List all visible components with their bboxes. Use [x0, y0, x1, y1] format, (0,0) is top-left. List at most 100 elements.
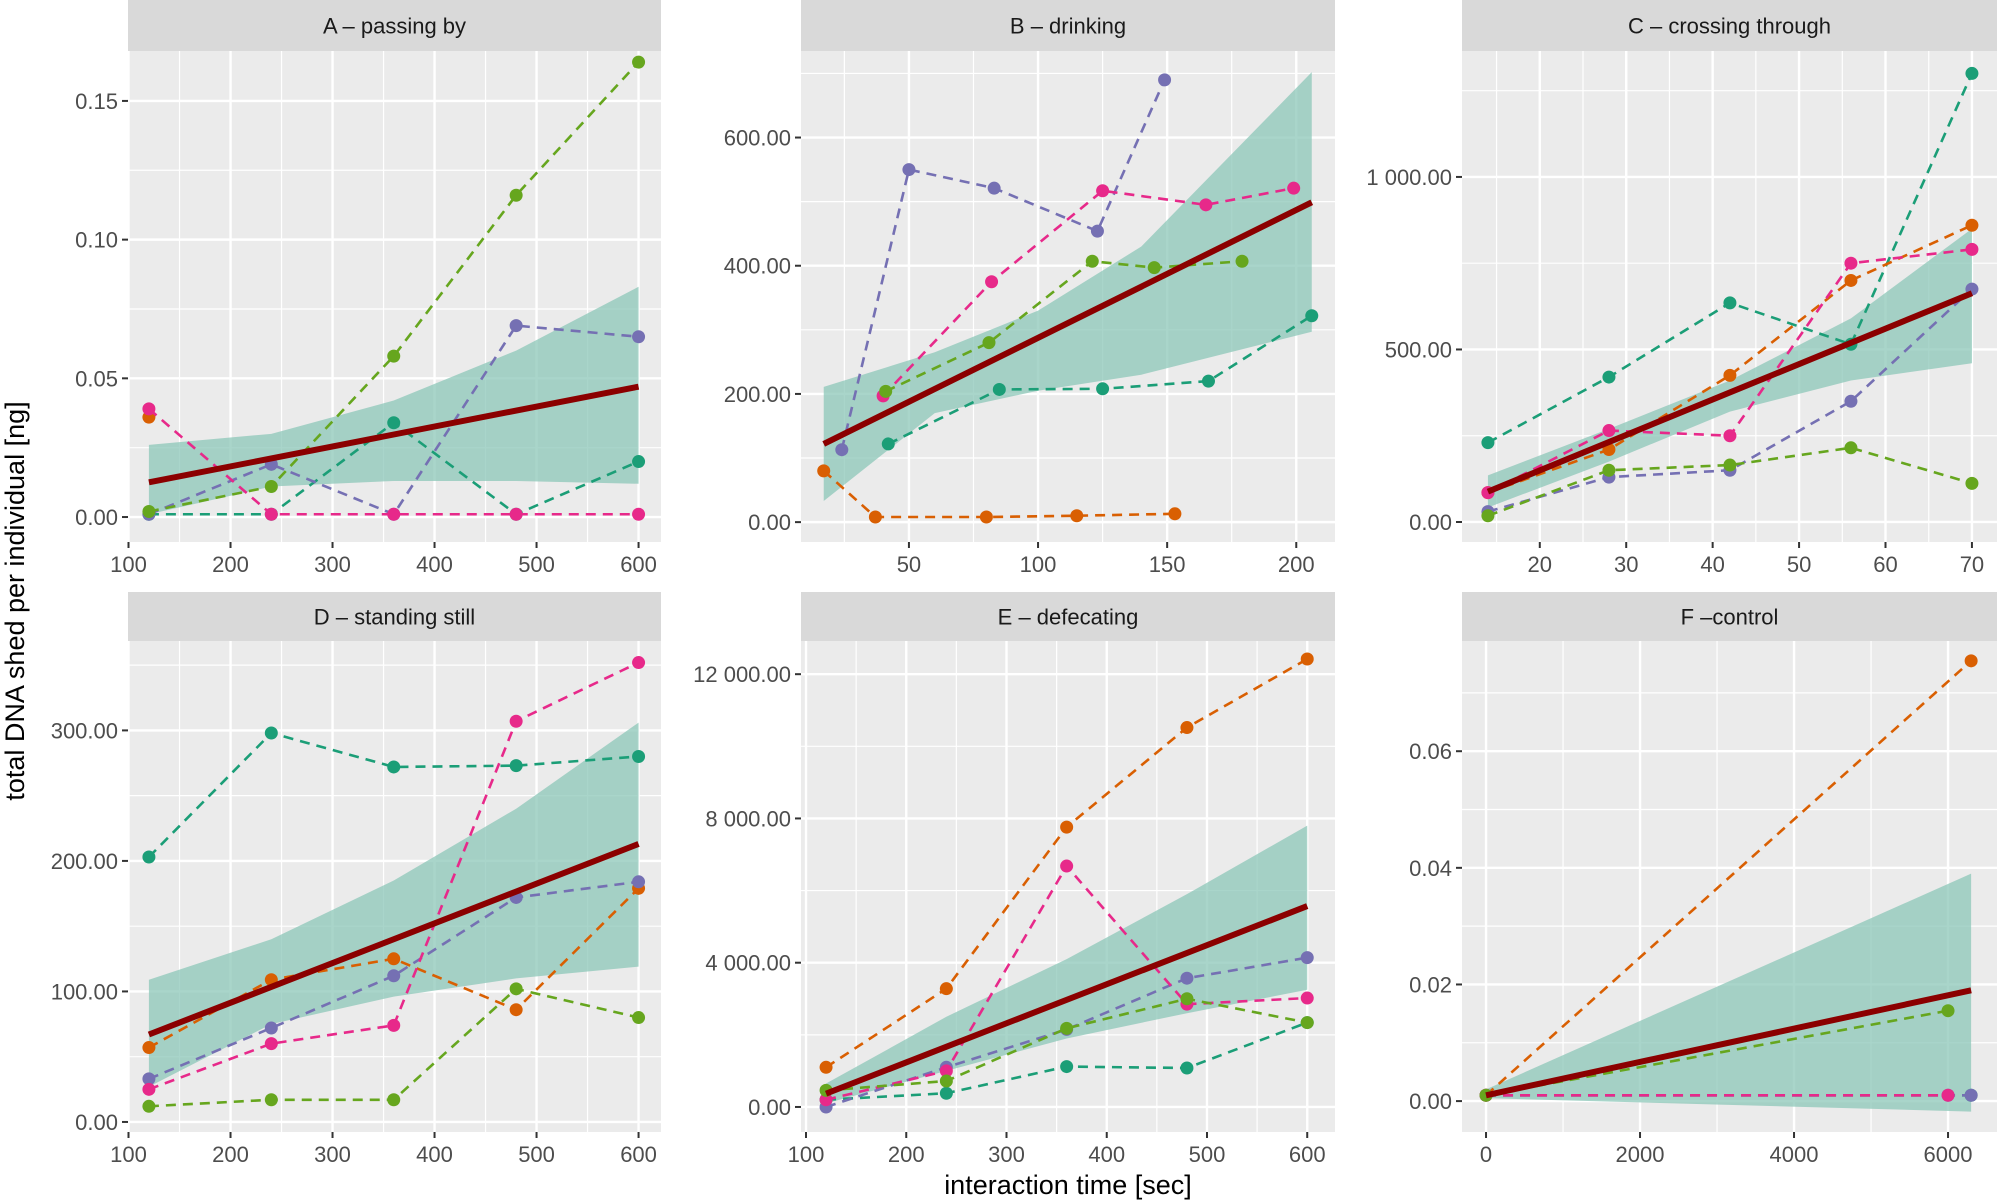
data-point-teal — [939, 1086, 953, 1100]
data-point-green — [1300, 1016, 1314, 1030]
data-point-orange — [1964, 654, 1978, 668]
x-tick-label: 300 — [988, 1142, 1025, 1167]
confidence-ribbon — [148, 722, 639, 1087]
facet-title: D – standing still — [314, 605, 475, 630]
data-point-green — [1060, 1021, 1074, 1035]
data-point-purple — [902, 163, 916, 177]
facet-strip — [801, 0, 1335, 51]
data-point-green — [632, 1011, 646, 1025]
data-point-green — [1941, 1004, 1955, 1018]
data-point-green — [1235, 254, 1249, 268]
data-point-green — [1844, 441, 1858, 455]
data-point-teal — [1965, 66, 1979, 80]
series-line-pink — [148, 407, 639, 516]
data-point-purple — [142, 1072, 156, 1086]
series-line-orange — [1487, 224, 1973, 494]
data-point-purple — [1158, 73, 1172, 87]
data-point-pink — [264, 1037, 278, 1051]
x-tick-label: 400 — [416, 552, 453, 577]
data-point-green — [264, 1093, 278, 1107]
facet-panel-E: E – defecating 100 200 300 400 500 600 0.00 4 00… — [693, 592, 1335, 1167]
y-tick-label: 0.00 — [75, 1110, 118, 1135]
data-point-green — [509, 188, 523, 202]
data-point-purple — [1300, 951, 1314, 965]
data-point-teal — [1305, 309, 1319, 323]
data-point-teal — [1096, 382, 1110, 396]
x-tick-label: 4000 — [1770, 1142, 1819, 1167]
facet-panel-B: B – drinking 50 100 150 200 0.00 200.00 400.00 6… — [724, 0, 1335, 577]
data-point-orange — [1180, 721, 1194, 735]
data-point-teal — [142, 850, 156, 864]
data-point-pink — [509, 507, 523, 521]
y-tick-label: 0.00 — [1409, 1089, 1452, 1114]
x-tick-label: 100 — [110, 552, 147, 577]
data-point-green — [387, 349, 401, 363]
y-tick-label: 0.15 — [75, 89, 118, 114]
y-tick-label: 0.10 — [75, 228, 118, 253]
facet-title: E – defecating — [998, 605, 1139, 630]
data-point-teal — [1180, 1061, 1194, 1075]
y-tick-label: 1 000.00 — [1366, 165, 1452, 190]
y-tick-label: 0.05 — [75, 366, 118, 391]
data-point-orange — [1168, 507, 1182, 521]
data-point-pink — [509, 714, 523, 728]
plot-area — [142, 55, 646, 521]
data-point-orange — [1965, 218, 1979, 232]
data-point-purple — [632, 330, 646, 344]
facet-panel-D: D – standing still 100 200 300 400 500 600 0.00… — [51, 592, 661, 1167]
x-tick-label: 0 — [1480, 1142, 1492, 1167]
facet-strip — [128, 0, 661, 51]
data-point-pink — [632, 507, 646, 521]
series-line-green — [148, 61, 640, 513]
data-point-green — [632, 55, 646, 69]
data-point-teal — [992, 382, 1006, 396]
facet-title: A – passing by — [323, 14, 466, 39]
data-point-purple — [509, 319, 523, 333]
y-tick-label: 12 000.00 — [693, 662, 791, 687]
x-tick-label: 500 — [518, 552, 555, 577]
data-point-pink — [387, 1018, 401, 1032]
data-point-orange — [1070, 509, 1084, 523]
data-point-green — [879, 384, 893, 398]
data-point-green — [1965, 476, 1979, 490]
series-line-pink — [148, 661, 640, 1091]
y-tick-label: 400.00 — [724, 254, 791, 279]
data-point-pink — [819, 1093, 833, 1107]
plot-area — [142, 656, 646, 1113]
x-tick-label: 200 — [1278, 552, 1315, 577]
x-tick-label: 300 — [314, 552, 351, 577]
data-point-green — [509, 982, 523, 996]
data-point-pink — [1941, 1088, 1955, 1102]
data-point-purple — [987, 181, 1001, 195]
x-tick-label: 400 — [1088, 1142, 1125, 1167]
y-tick-label: 0.00 — [748, 1095, 791, 1120]
confidence-ribbon — [1487, 228, 1972, 508]
series-line-orange — [1485, 659, 1972, 1097]
data-point-green — [142, 1099, 156, 1113]
data-point-orange — [509, 1003, 523, 1017]
data-point-pink — [1060, 859, 1074, 873]
series-line-green — [1485, 1009, 1949, 1097]
data-point-green — [1602, 463, 1616, 477]
plot-area — [1479, 654, 1978, 1112]
y-tick-label: 8 000.00 — [705, 806, 791, 831]
regression-line — [822, 199, 1314, 447]
data-point-green — [387, 1093, 401, 1107]
data-point-teal — [632, 455, 646, 469]
regression-line — [1485, 987, 1972, 1099]
x-tick-label: 300 — [314, 1142, 351, 1167]
x-tick-label: 2000 — [1616, 1142, 1665, 1167]
data-point-pink — [264, 507, 278, 521]
facet-strip — [801, 592, 1335, 641]
data-point-orange — [1060, 820, 1074, 834]
data-point-orange — [939, 982, 953, 996]
y-axis-title: total DNA shed per individual [ng] — [0, 401, 30, 800]
data-point-pink — [1199, 198, 1213, 212]
facet-title: F –control — [1681, 605, 1779, 630]
x-tick-label: 100 — [788, 1142, 825, 1167]
confidence-ribbon — [1486, 873, 1972, 1112]
regression-line — [824, 903, 1309, 1097]
data-point-teal — [1201, 374, 1215, 388]
facet-strip — [128, 592, 661, 641]
plot-area — [819, 652, 1314, 1114]
